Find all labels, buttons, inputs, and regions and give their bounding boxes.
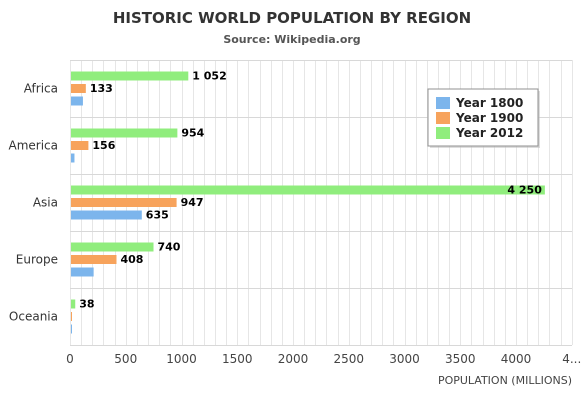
data-label: 38	[79, 298, 94, 311]
gridlines	[70, 60, 573, 346]
bar[interactable]	[71, 198, 177, 207]
bar[interactable]	[71, 71, 189, 81]
category-label: Africa	[24, 82, 58, 96]
category-label: Oceania	[9, 310, 58, 324]
bar[interactable]	[71, 267, 94, 277]
x-tick-label: 500	[114, 352, 137, 366]
data-label: 635	[146, 209, 169, 222]
x-tick-label: 2000	[278, 352, 309, 366]
bar[interactable]	[71, 255, 117, 264]
bar[interactable]	[71, 324, 72, 334]
bar[interactable]	[71, 242, 154, 252]
category-label: America	[9, 139, 59, 153]
x-tick-label: 1000	[166, 352, 197, 366]
data-label: 947	[181, 196, 204, 209]
bar[interactable]	[71, 96, 83, 106]
x-tick-label: 3000	[389, 352, 420, 366]
x-tick-label: 0	[66, 352, 74, 366]
x-axis-title: POPULATION (MILLIONS)	[438, 374, 572, 387]
legend-swatch[interactable]	[436, 127, 450, 139]
bar[interactable]	[71, 153, 75, 163]
bar[interactable]	[71, 141, 89, 150]
x-tick-label: 3500	[445, 352, 476, 366]
data-label: 133	[90, 82, 113, 95]
category-label: Asia	[33, 196, 58, 210]
data-label: 4 250	[507, 184, 542, 197]
category-labels: Africa America Asia Europe Oceania	[9, 82, 59, 324]
x-tick-label: 1500	[222, 352, 253, 366]
data-label: 156	[92, 139, 115, 152]
chart-title: HISTORIC WORLD POPULATION BY REGION	[113, 9, 471, 27]
bar[interactable]	[71, 312, 72, 321]
chart-subtitle: Source: Wikipedia.org	[223, 33, 360, 46]
legend-item[interactable]: Year 1800	[455, 96, 523, 110]
bars	[71, 71, 545, 334]
data-label: 740	[158, 241, 181, 254]
legend-item[interactable]: Year 2012	[455, 126, 523, 140]
data-label: 1 052	[192, 70, 226, 83]
legend-swatch[interactable]	[436, 112, 450, 124]
x-tick-label: 2500	[333, 352, 364, 366]
legend-swatch[interactable]	[436, 97, 450, 109]
bar[interactable]	[71, 299, 76, 309]
category-label: Europe	[16, 253, 58, 267]
data-label: 954	[181, 127, 204, 140]
bar[interactable]	[71, 185, 545, 195]
bar[interactable]	[71, 84, 86, 93]
x-tick-labels: 0 500 1000 1500 2000 2500 3000 3500 4000 4...	[66, 352, 581, 366]
x-tick-label: 4000	[501, 352, 532, 366]
bar[interactable]	[71, 210, 142, 220]
x-tick-label: 4...	[562, 352, 581, 366]
data-label: 408	[120, 253, 143, 266]
legend-item[interactable]: Year 1900	[455, 111, 523, 125]
data-labels: 1 052 133 954 156 4 250 947 635 740 408 38	[79, 70, 542, 311]
bar[interactable]	[71, 128, 178, 138]
